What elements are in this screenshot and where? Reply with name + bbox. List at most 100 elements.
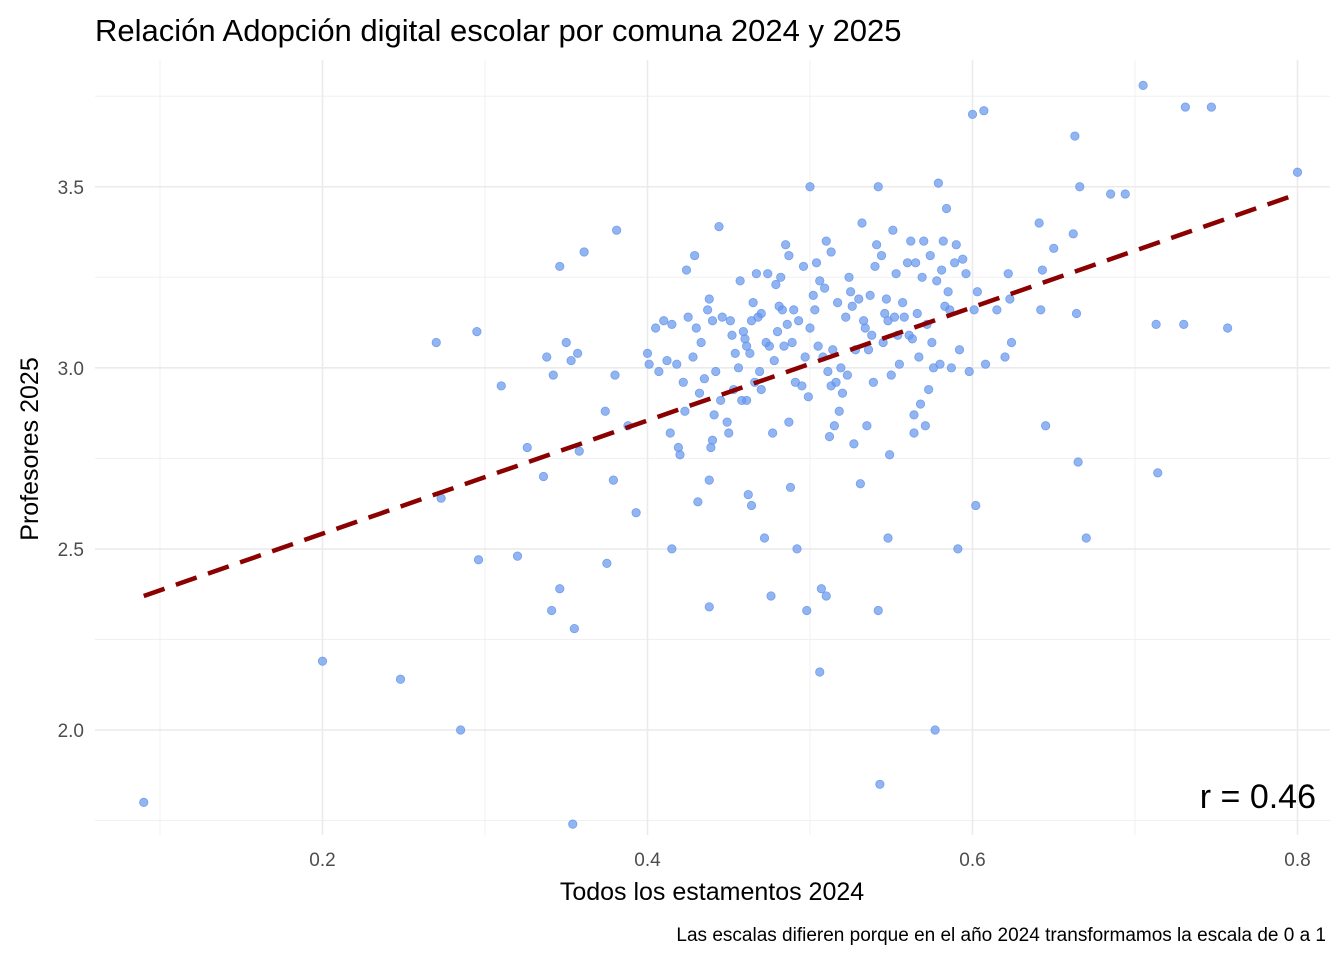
data-point [971,500,981,511]
data-point [813,341,823,351]
data-point [972,287,982,297]
data-point [785,482,796,492]
data-point [898,298,908,308]
data-point [756,384,766,395]
data-point [920,421,930,431]
data-point [1041,421,1051,431]
data-point [1049,243,1059,253]
data-point [569,623,579,634]
data-point [961,269,971,279]
data-point [694,388,705,398]
data-point [969,305,979,315]
x-tick-label: 0.4 [634,850,661,871]
data-point [855,479,865,489]
data-point [820,283,830,293]
data-point [1070,131,1080,141]
data-point [902,258,913,268]
data-point [930,725,940,735]
data-point [717,312,727,322]
data-point [642,348,653,358]
data-point [833,298,843,308]
data-point [792,544,802,554]
data-point [704,602,714,612]
x-tick-label: 0.8 [1284,850,1310,871]
data-point [748,298,758,308]
data-point [831,377,841,387]
data-point [867,330,877,340]
data-point [722,417,732,427]
data-point [678,377,688,387]
data-point [881,294,891,304]
data-point [1138,80,1148,90]
data-point [512,551,523,561]
data-point [834,406,844,416]
data-point [665,428,675,438]
data-point [547,605,557,616]
data-point [672,359,682,369]
data-point [958,254,968,264]
data-point [431,337,441,348]
data-point [730,348,740,358]
data-point [759,533,770,543]
data-point [837,388,848,398]
data-point [941,203,952,214]
data-point [1071,308,1082,319]
data-point [946,363,956,373]
data-point [602,558,612,568]
data-point [953,544,963,554]
data-point [842,370,852,380]
data-point [610,370,620,380]
data-point [784,250,794,261]
data-point [1180,102,1190,112]
data-point [1206,102,1216,112]
data-point [472,327,482,337]
data-point [826,247,836,257]
data-point [1292,167,1303,177]
data-point [1006,337,1017,348]
data-point [933,178,943,188]
data-point [496,381,506,391]
data-point [600,406,610,416]
data-point [891,269,901,279]
data-point [847,301,857,311]
data-point [914,352,924,362]
data-point [906,236,916,246]
data-point [794,316,804,326]
data-point [1005,294,1015,304]
data-point [688,352,698,362]
data-point [555,584,565,594]
data-point [894,359,904,369]
y-tick-label: 3.5 [58,178,84,199]
data-point [704,294,714,304]
data-point [815,667,825,677]
y-tick-label: 3.0 [58,359,84,380]
data-point [733,363,744,373]
data-point [810,305,820,315]
data-point [815,276,825,286]
data-point [735,276,745,286]
data-point [805,323,815,333]
data-point [784,417,794,427]
data-point [707,435,718,445]
data-point [836,363,846,373]
data-point [769,355,779,366]
data-point [1075,182,1085,192]
data-point [704,475,714,485]
data-point [950,258,960,268]
data-point [868,377,878,387]
data-point [803,392,813,402]
data-point [875,779,885,789]
data-point [667,319,677,329]
data-point [777,305,787,315]
data-point [1179,319,1189,329]
data-point [456,725,466,735]
data-point [573,348,583,358]
data-point [951,240,961,250]
data-point [746,500,757,511]
data-point [768,428,778,438]
data-point [555,261,565,272]
data-point [716,395,726,406]
data-point [690,250,700,261]
data-point [938,236,948,246]
